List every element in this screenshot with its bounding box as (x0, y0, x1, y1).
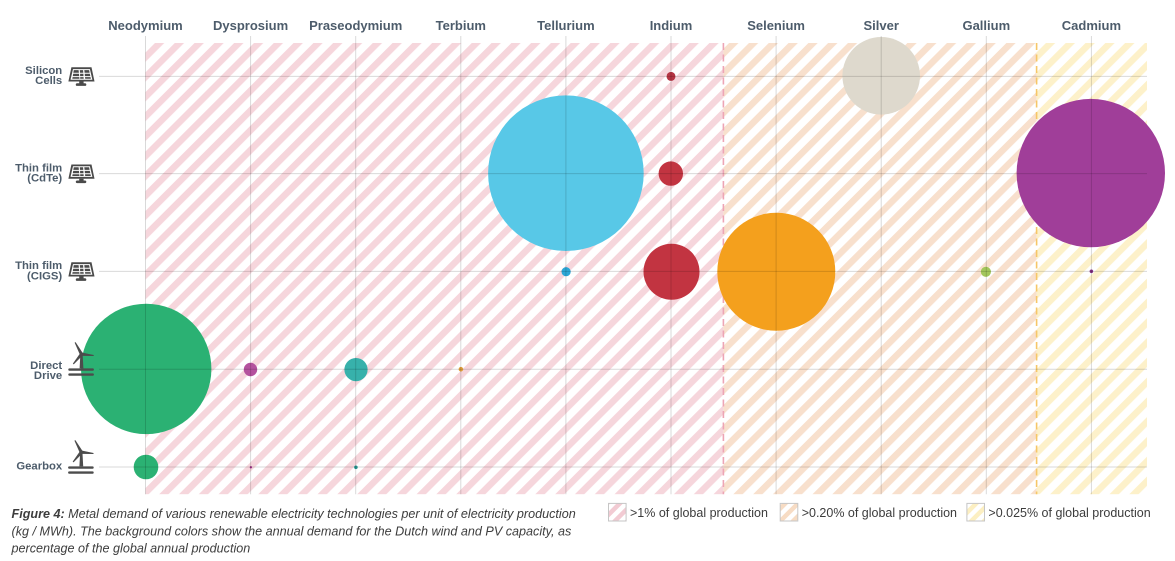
svg-text:(CIGS): (CIGS) (27, 270, 62, 282)
svg-text:Thin film: Thin film (15, 260, 62, 272)
svg-text:(kg / MWh). The background col: (kg / MWh). The background colors show t… (12, 524, 572, 538)
svg-text:Gallium: Gallium (962, 18, 1010, 33)
svg-text:Direct: Direct (30, 360, 62, 372)
svg-text:Praseodymium: Praseodymium (309, 18, 402, 33)
svg-text:Cells: Cells (35, 75, 62, 87)
svg-text:>0.20% of global production: >0.20% of global production (802, 506, 957, 520)
svg-text:Selenium: Selenium (747, 18, 805, 33)
svg-text:Dysprosium: Dysprosium (213, 18, 288, 33)
svg-text:Thin film: Thin film (15, 162, 62, 174)
svg-text:Drive: Drive (34, 370, 62, 382)
svg-text:>1% of global production: >1% of global production (630, 506, 768, 520)
svg-text:Cadmium: Cadmium (1062, 18, 1121, 33)
svg-text:Figure 4: Metal demand of vari: Figure 4: Metal demand of various renewa… (12, 507, 576, 521)
svg-text:Gearbox: Gearbox (16, 460, 63, 472)
svg-text:Silver: Silver (863, 18, 898, 33)
svg-text:Silicon: Silicon (25, 65, 62, 77)
svg-text:percentage of the global annua: percentage of the global annual producti… (11, 542, 251, 556)
svg-text:Neodymium: Neodymium (108, 18, 182, 33)
svg-text:Terbium: Terbium (436, 18, 486, 33)
svg-text:Indium: Indium (650, 18, 693, 33)
svg-text:>0.025% of global production: >0.025% of global production (988, 506, 1150, 520)
svg-text:(CdTe): (CdTe) (27, 173, 62, 185)
svg-text:Tellurium: Tellurium (537, 18, 595, 33)
